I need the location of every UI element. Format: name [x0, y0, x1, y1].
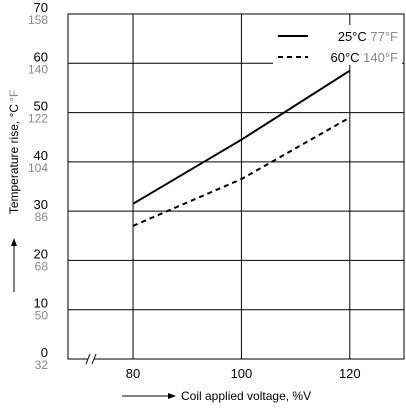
- series-lines: [132, 69, 351, 227]
- legend: 25°C 77°F 60°C 140°F: [273, 25, 402, 65]
- legend-label-77f: 77°F: [370, 29, 398, 44]
- legend-entry-25c: 25°C 77°F: [338, 29, 398, 44]
- legend-entry-60c: 60°C 140°F: [330, 50, 398, 65]
- y-tick-label-fahrenheit: 50: [35, 309, 49, 323]
- axis-break-mark: [85, 353, 97, 365]
- legend-label-60c: 60°C: [330, 50, 359, 65]
- y-axis-arrowhead: [11, 238, 17, 246]
- y-tick-label: 0: [41, 345, 48, 360]
- y-tick-label-fahrenheit: 140: [28, 62, 48, 76]
- axis-break-slash: [85, 353, 91, 365]
- y-tick-label: 70: [34, 0, 48, 15]
- grid: [68, 13, 404, 360]
- x-axis-title: Coil applied voltage, %V: [122, 389, 311, 403]
- y-tick-label: 50: [34, 99, 48, 114]
- y-axis-title: Temperature rise, °C °F: [7, 90, 21, 292]
- y-tick-label-fahrenheit: 158: [28, 13, 48, 27]
- y-tick-label: 20: [34, 246, 48, 261]
- axis-break-gap: [88, 354, 94, 364]
- axis-break-slash: [91, 353, 97, 365]
- y-tick-label-fahrenheit: 86: [35, 210, 49, 224]
- x-axis-label: Coil applied voltage, %V: [181, 389, 311, 403]
- series-line-25c: [132, 69, 351, 205]
- legend-background: [273, 25, 402, 65]
- y-tick-label: 10: [34, 296, 48, 311]
- y-tick-label: 40: [34, 148, 48, 163]
- y-axis-label: Temperature rise, °C °F: [7, 90, 21, 214]
- y-tick-label: 30: [34, 197, 48, 212]
- x-tick-label: 100: [231, 366, 253, 381]
- x-tick-label: 120: [339, 366, 361, 381]
- x-tick-label: 80: [126, 366, 140, 381]
- x-tick-labels: 80 100 120: [126, 366, 361, 381]
- y-tick-label-fahrenheit: 32: [35, 358, 49, 372]
- legend-label-25c: 25°C: [338, 29, 367, 44]
- series-line-60c: [132, 116, 351, 227]
- legend-label-140f: 140°F: [363, 50, 398, 65]
- plot-frame: [67, 13, 405, 360]
- y-axis-label-fahrenheit: °F: [7, 90, 21, 102]
- y-tick-label: 60: [34, 49, 48, 64]
- x-axis-arrowhead: [168, 393, 176, 399]
- y-axis-label-celsius: Temperature rise, °C: [7, 104, 21, 215]
- y-tick-label-fahrenheit: 122: [28, 112, 48, 126]
- y-tick-label-fahrenheit: 104: [28, 161, 48, 175]
- y-tick-label-fahrenheit: 68: [35, 259, 49, 273]
